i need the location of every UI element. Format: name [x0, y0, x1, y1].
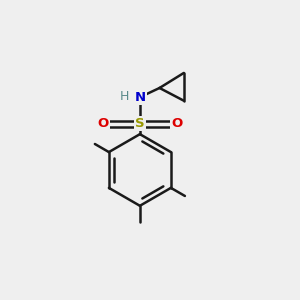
Text: O: O: [171, 117, 182, 130]
Text: O: O: [97, 117, 109, 130]
Text: N: N: [134, 91, 146, 104]
Text: H: H: [120, 90, 130, 103]
Text: S: S: [135, 117, 145, 130]
